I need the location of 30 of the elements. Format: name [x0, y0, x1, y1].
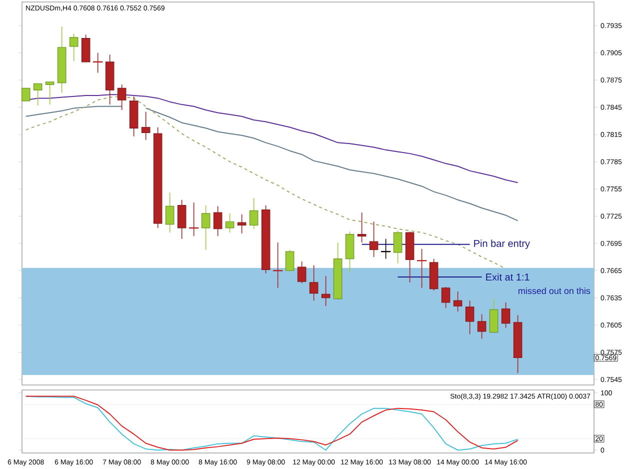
candlestick — [81, 34, 90, 62]
candlestick — [117, 84, 126, 110]
candlestick — [489, 298, 498, 333]
candlestick — [453, 291, 462, 312]
candlestick — [357, 212, 366, 243]
candlestick — [441, 286, 450, 308]
candlestick — [285, 249, 294, 272]
candlestick — [369, 221, 378, 258]
series-label: Exit at 1:1 — [486, 273, 530, 281]
candlestick — [213, 206, 222, 237]
candlestick — [309, 264, 318, 301]
candlestick — [477, 314, 486, 340]
candlestick — [237, 214, 246, 234]
candlestick — [177, 199, 186, 240]
candlestick — [249, 198, 258, 230]
candlestick — [225, 213, 234, 233]
candlestick — [297, 261, 306, 284]
candlestick — [21, 88, 30, 102]
candlestick — [501, 302, 510, 328]
candlestick — [69, 33, 78, 62]
series-label: Pin bar entry — [474, 240, 530, 249]
candlestick — [165, 192, 174, 233]
candlestick — [321, 276, 330, 306]
candlestick — [33, 83, 42, 106]
candlestick — [465, 300, 474, 335]
candlestick — [393, 230, 402, 264]
candlestick — [45, 81, 54, 105]
band-label: missed out on this — [518, 287, 590, 294]
candlestick — [141, 111, 150, 140]
candlestick — [201, 204, 210, 250]
